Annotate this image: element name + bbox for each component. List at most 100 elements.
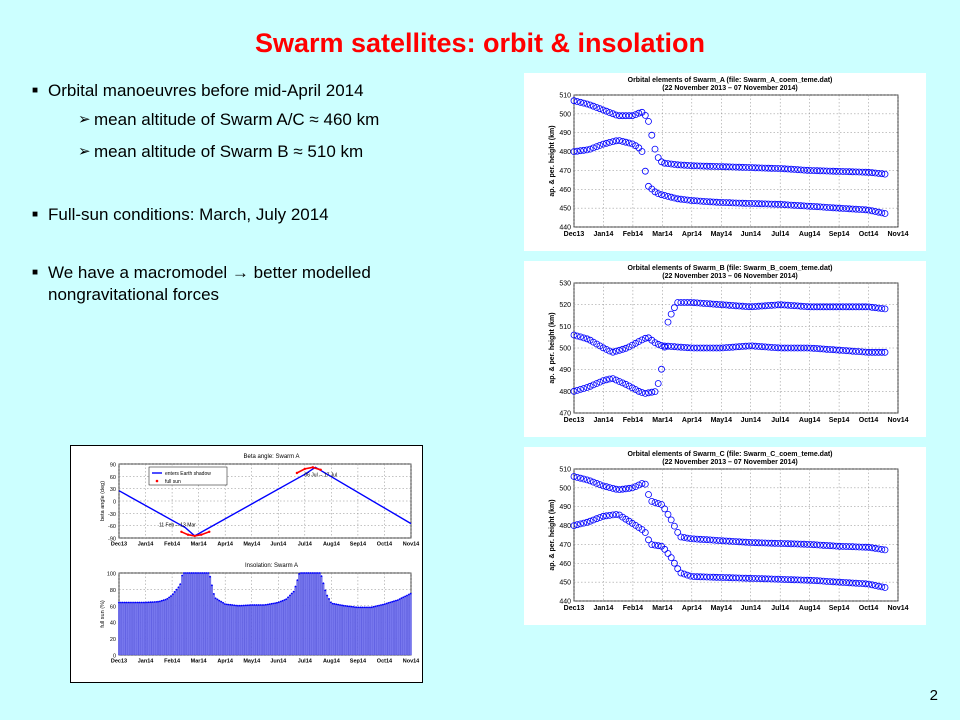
data-point [580, 475, 588, 483]
x-tick-label: Mar14 [652, 605, 672, 612]
insolation-point [224, 603, 226, 605]
data-point [732, 538, 740, 545]
insolation-point [276, 601, 278, 604]
data-point [845, 579, 853, 587]
insolation-point [370, 606, 373, 609]
data-point [768, 301, 776, 309]
data-point [693, 573, 701, 581]
data-point [641, 480, 649, 488]
data-point [680, 570, 688, 578]
insolation-point [328, 598, 330, 600]
data-point [580, 385, 588, 392]
insolation-point [129, 601, 131, 604]
insolation-point [391, 600, 394, 603]
data-point [858, 580, 866, 588]
insolation-bar [203, 572, 206, 656]
data-point [635, 338, 643, 345]
insolation-bar [130, 602, 133, 656]
insolation-bar [210, 585, 213, 656]
y-tick-label: 460 [559, 561, 571, 568]
chart-title: Insolation: Swarm A [245, 563, 298, 569]
y-tick-label: 60 [110, 475, 116, 481]
data-point [771, 539, 779, 547]
plot-area [573, 94, 899, 228]
insolation-bar [385, 603, 388, 656]
insolation-point [216, 598, 219, 601]
data-point [680, 299, 688, 306]
data-point [771, 301, 779, 309]
data-point [612, 137, 620, 145]
insolation-point [183, 572, 185, 574]
data-point [667, 343, 675, 350]
chart-subtitle: (22 November 2013 – 07 November 2014) [662, 459, 797, 466]
data-point [849, 168, 857, 176]
data-point [745, 303, 753, 311]
x-tick-label: Jan14 [594, 231, 614, 238]
insolation-bar [244, 605, 247, 656]
insolation-bar [162, 600, 165, 656]
insolation-point [201, 572, 204, 574]
data-point [729, 302, 737, 309]
insolation-point [147, 601, 150, 604]
data-point [829, 578, 837, 586]
data-point [596, 142, 604, 149]
data-point [790, 302, 798, 310]
data-point [871, 544, 879, 552]
insolation-bar [324, 590, 327, 656]
data-point [826, 167, 834, 175]
data-point [583, 384, 591, 391]
data-point [816, 203, 824, 211]
insolation-bar [285, 599, 288, 656]
data-point [881, 210, 889, 217]
data-point [622, 380, 630, 388]
insolation-point [268, 603, 271, 605]
data-point [849, 579, 857, 587]
x-tick-label: Jan14 [594, 417, 614, 424]
data-point [603, 139, 610, 147]
insolation-point [335, 603, 338, 606]
insolation-point [404, 595, 407, 598]
x-tick-label: Sep14 [829, 417, 850, 424]
insolation-bar [140, 602, 143, 656]
data-point [667, 516, 675, 524]
data-point [700, 573, 708, 581]
data-point [641, 529, 649, 536]
insolation-point [367, 606, 369, 609]
data-point [735, 574, 743, 582]
series-line-full-sun [296, 466, 321, 474]
x-tick-label: Sep14 [829, 605, 850, 612]
insolation-bar [179, 584, 182, 656]
data-point [748, 164, 756, 171]
data-point [735, 199, 743, 207]
insolation-bar [331, 603, 334, 656]
data-point [716, 537, 724, 544]
data-point [820, 541, 827, 549]
swarm-c-chart: Orbital elements of Swarm_C (file: Swarm… [549, 451, 909, 612]
y-tick-label: 470 [559, 411, 571, 418]
insolation-bar [181, 575, 184, 656]
data-point [593, 380, 601, 387]
insolation-point [354, 606, 356, 608]
data-point [599, 140, 607, 148]
insolation-point [396, 599, 399, 601]
data-point [764, 575, 772, 583]
data-point [735, 163, 743, 171]
insolation-bar [289, 595, 292, 656]
data-point [810, 303, 818, 311]
insolation-bar [328, 598, 331, 656]
insolation-bar [151, 602, 154, 656]
data-point [625, 382, 633, 390]
data-point [755, 200, 763, 208]
insolation-point [134, 601, 137, 604]
y-tick-label: 500 [559, 485, 571, 492]
insolation-bar [402, 597, 405, 656]
data-point [599, 512, 607, 520]
insolation-bar [156, 601, 159, 656]
data-point [784, 301, 792, 309]
data-point [651, 499, 659, 506]
x-tick-label: Jun14 [270, 659, 287, 665]
data-point [570, 148, 578, 155]
arrow-bullet-icon: ➢ [78, 143, 91, 160]
insolation-bar [134, 602, 137, 656]
data-point [774, 301, 782, 309]
